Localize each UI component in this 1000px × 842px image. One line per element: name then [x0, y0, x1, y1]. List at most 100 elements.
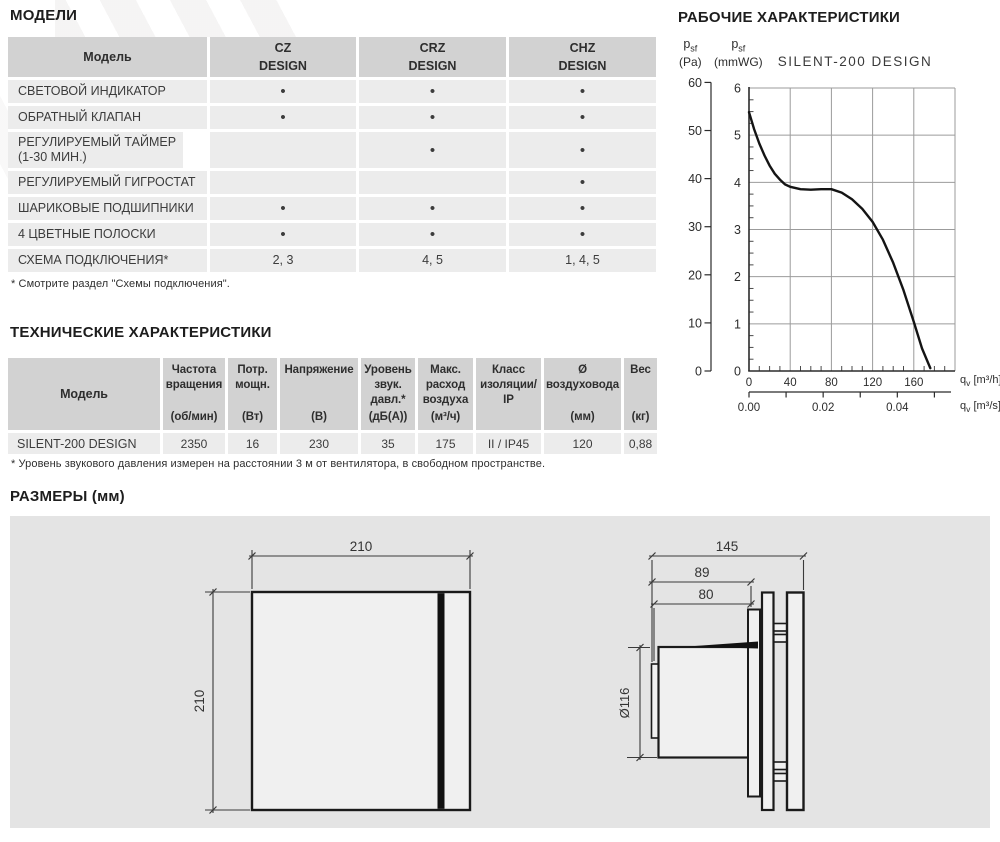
front-width-dimension: 210: [350, 539, 373, 554]
axis-subscript: sf: [690, 43, 698, 54]
models-section-title: МОДЕЛИ: [10, 7, 78, 24]
tech-header-name: Потр. мощн.: [235, 364, 270, 391]
dimensions-drawing: 210 210: [192, 539, 808, 814]
tick-label: 4: [734, 176, 741, 190]
axis-symbol: p: [683, 37, 691, 51]
feature-label: РЕГУЛИРУЕМЫЙ ТАЙМЕР (1-30 МИН.): [8, 132, 183, 168]
tech-header-name: Напряжение: [284, 364, 354, 376]
tech-header-model: Модель: [8, 358, 160, 430]
bullet: •: [579, 226, 586, 243]
feature-cell: •: [359, 223, 506, 246]
tech-value-airflow: 175: [418, 433, 473, 454]
tick-label: 0.00: [738, 402, 760, 414]
models-header-cz: CZ DESIGN: [210, 37, 356, 77]
dimensions-section-title: РАЗМЕРЫ (мм): [10, 488, 125, 505]
tech-header-name: Ø воздуховода: [545, 364, 619, 391]
feature-cell: •: [509, 223, 656, 246]
models-header-crz-line2: DESIGN: [408, 59, 457, 73]
tech-header-unit: (Вт): [241, 411, 264, 424]
feature-cell: •: [210, 197, 356, 220]
models-header-cz-line1: CZ: [274, 40, 292, 55]
feature-cell: [210, 132, 356, 168]
y-axis-mmwg-label: psf (mmWG): [714, 37, 763, 70]
models-header-chz: CHZ DESIGN: [509, 37, 656, 77]
models-header-crz: CRZ DESIGN: [359, 37, 506, 77]
tick-label: 5: [734, 129, 741, 143]
bullet: •: [579, 174, 586, 191]
x-axis-m3h-label: qv [m³/h]: [960, 374, 1000, 388]
tech-header-unit: (мм): [570, 411, 595, 424]
tech-value-power: 16: [228, 433, 277, 454]
tick-label: 0: [746, 377, 752, 389]
tech-header-unit: (дБ(А)): [368, 411, 408, 424]
feature-cell: •: [509, 132, 656, 168]
front-panel-stripe: [437, 593, 445, 809]
side-view-drawing: 145 89 80 Ø116: [617, 539, 808, 812]
axis-unit: (Pa): [679, 54, 702, 69]
dimensions-panel: 210 210: [10, 516, 990, 828]
tick-label: 1: [734, 317, 741, 331]
tech-header-unit: (кг): [631, 411, 650, 424]
tick-label: 80: [825, 377, 838, 389]
tech-value-speed: 2350: [163, 433, 225, 454]
feature-cell: •: [509, 171, 656, 194]
tech-table: Модель Частота вращения (об/мин) Потр. м…: [8, 358, 657, 454]
feature-cell: [210, 171, 356, 194]
feature-cell: 2, 3: [210, 249, 356, 272]
bullet: •: [429, 141, 436, 159]
front-view-drawing: 210 210: [192, 539, 474, 814]
feature-cell: •: [359, 132, 506, 168]
side-total-depth-dimension: 145: [716, 539, 739, 554]
tick-label: 2: [734, 270, 741, 284]
tech-value-weight: 0,88: [624, 433, 657, 454]
feature-label: РЕГУЛИРУЕМЫЙ ГИГРОСТАТ: [8, 171, 207, 194]
tech-header-voltage: Напряжение (В): [280, 358, 358, 430]
tech-header-ip-class: Класс изоляции/ IP: [476, 358, 541, 430]
models-header-chz-line2: DESIGN: [558, 59, 607, 73]
models-header-cz-line2: DESIGN: [259, 59, 307, 73]
feature-cell: •: [509, 106, 656, 129]
axis-unit: [m³/s]: [973, 400, 1000, 412]
tick-label: 120: [863, 377, 882, 389]
bullet: •: [280, 109, 286, 126]
tech-header-unit: (В): [311, 411, 327, 424]
axis-symbol: q: [960, 400, 967, 412]
bullet: •: [579, 83, 586, 100]
models-header-model: Модель: [8, 37, 207, 77]
chart-title: SILENT-200 DESIGN: [777, 54, 933, 69]
tech-header-unit: (м³/ч): [430, 411, 461, 424]
tech-header-name: Уровень звук. давл.*: [364, 364, 412, 406]
tick-label: 40: [784, 377, 797, 389]
feature-cell: •: [210, 106, 356, 129]
axis-symbol: p: [731, 37, 739, 51]
side-body-depth-dimension: 89: [694, 565, 709, 580]
bullet: •: [579, 200, 586, 217]
x-axis-m3s-label: qv [m³/s]: [960, 400, 1000, 414]
axis-unit: (mmWG): [714, 54, 763, 69]
tech-value-ip-class: II / IP45: [476, 433, 541, 454]
tech-header-weight: Вес (кг): [624, 358, 657, 430]
feature-cell: [359, 171, 506, 194]
feature-cell: •: [210, 80, 356, 103]
axis-symbol: q: [960, 374, 967, 386]
tick-label: 0.04: [886, 402, 909, 414]
front-height-dimension: 210: [192, 690, 207, 713]
bullet: •: [579, 141, 586, 159]
tech-header-noise: Уровень звук. давл.* (дБ(А)): [361, 358, 415, 430]
feature-cell: •: [509, 197, 656, 220]
models-footnote: * Смотрите раздел "Схемы подключения".: [11, 278, 230, 290]
bullet: •: [429, 200, 436, 217]
fan-curve: [747, 111, 932, 370]
feature-label: ШАРИКОВЫЕ ПОДШИПНИКИ: [8, 197, 207, 220]
models-header-chz-line1: CHZ: [569, 40, 596, 55]
axis-subscript: sf: [738, 43, 746, 54]
axis-subscript: v: [966, 378, 971, 389]
tech-value-voltage: 230: [280, 433, 358, 454]
performance-section-title: РАБОЧИЕ ХАРАКТЕРИСТИКИ: [678, 9, 901, 26]
feature-cell: •: [359, 80, 506, 103]
feature-cell: 4, 5: [359, 249, 506, 272]
tick-label: 20: [688, 268, 702, 282]
axis-unit: [m³/h]: [973, 374, 1000, 386]
tech-header-speed: Частота вращения (об/мин): [163, 358, 225, 430]
